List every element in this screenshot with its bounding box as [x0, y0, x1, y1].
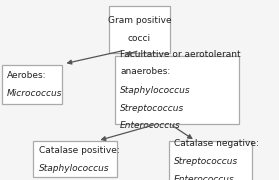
Text: Catalase positive:: Catalase positive:	[39, 146, 119, 155]
FancyBboxPatch shape	[2, 65, 62, 104]
FancyBboxPatch shape	[33, 141, 117, 177]
Text: Enterococcus: Enterococcus	[174, 175, 235, 180]
Text: Streptococcus: Streptococcus	[174, 157, 238, 166]
Text: cocci: cocci	[128, 34, 151, 43]
FancyBboxPatch shape	[169, 141, 252, 180]
FancyBboxPatch shape	[109, 6, 170, 53]
Text: Aerobes:: Aerobes:	[7, 71, 47, 80]
Text: Staphylococcus: Staphylococcus	[39, 164, 109, 173]
Text: Streptococcus: Streptococcus	[120, 103, 184, 112]
Text: Gram positive: Gram positive	[108, 16, 171, 25]
Text: Enterococcus: Enterococcus	[120, 122, 181, 130]
Text: Facultative or aerotolerant: Facultative or aerotolerant	[120, 50, 241, 59]
Text: Micrococcus: Micrococcus	[7, 89, 62, 98]
Text: Catalase negative:: Catalase negative:	[174, 139, 259, 148]
FancyBboxPatch shape	[115, 56, 239, 124]
Text: anaerobes:: anaerobes:	[120, 68, 170, 76]
Text: Staphylococcus: Staphylococcus	[120, 86, 191, 94]
